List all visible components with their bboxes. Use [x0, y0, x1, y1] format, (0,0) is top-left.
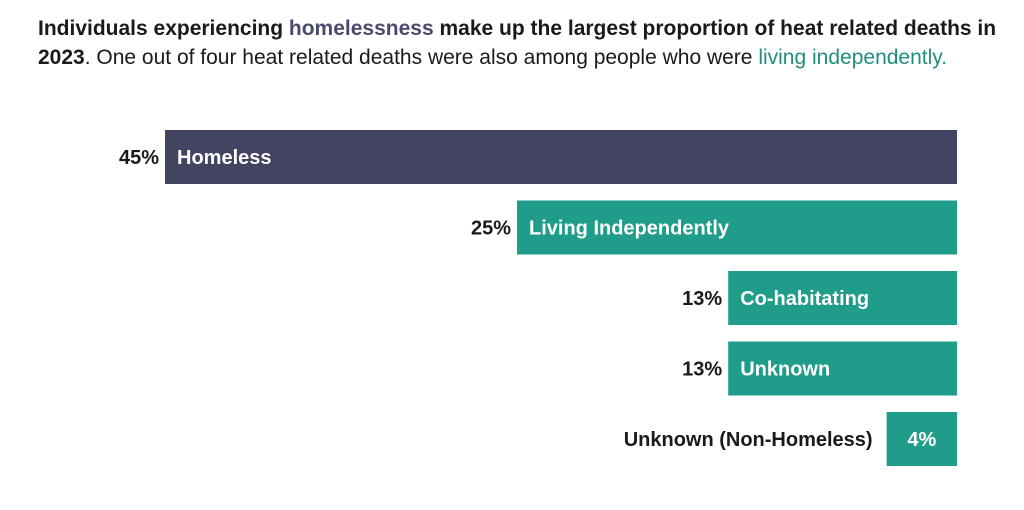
value-label-unknown: 13% — [682, 359, 722, 381]
bar-living-independently — [517, 200, 957, 255]
title-highlight-homelessness: homelessness — [288, 17, 434, 40]
title-part-1: Individuals experiencing — [38, 17, 289, 40]
bar-unknown — [728, 341, 957, 396]
chart-title: Individuals experiencing homelessness ma… — [38, 14, 998, 72]
title-part-4: . — [941, 46, 948, 69]
category-label-unknown: Unknown — [740, 359, 830, 381]
category-label-living-independently: Living Independently — [529, 218, 730, 240]
value-label-co-habitating: 13% — [682, 288, 722, 310]
value-label-unknown-non-homeless: 4% — [907, 429, 936, 451]
bar-homeless — [165, 130, 957, 184]
title-highlight-living-independently: living independently — [758, 46, 942, 69]
category-label-homeless: Homeless — [177, 147, 272, 169]
category-label-co-habitating: Co-habitating — [740, 288, 869, 310]
title-part-2: make up the largest proportion of heat r… — [38, 17, 997, 69]
bar-unknown-non-homeless — [886, 412, 957, 466]
value-label-living-independently: 25% — [471, 218, 511, 240]
category-label-unknown-non-homeless: Unknown (Non-Homeless) — [624, 429, 873, 451]
value-label-homeless: 45% — [119, 147, 159, 169]
title-part-3: . One out of four heat related deaths we… — [84, 46, 759, 69]
bar-co-habitating — [728, 271, 957, 325]
